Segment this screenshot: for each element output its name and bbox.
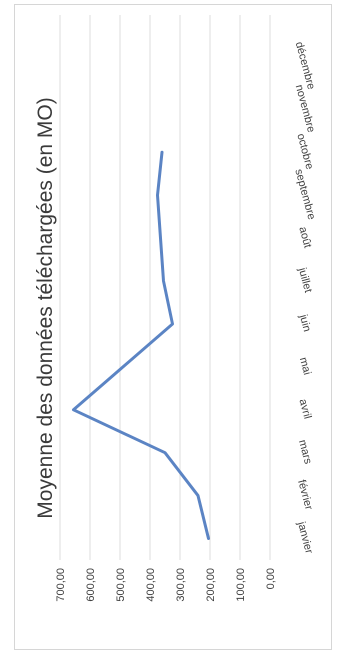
value-tick-label: 500,00 [115,568,127,602]
category-label: mars [296,439,314,466]
category-label: novembre [293,83,317,133]
chart-title: Moyenne des données téléchargées (en MO) [34,97,57,518]
value-tick-label: 200,00 [205,568,217,602]
value-tick-label: 100,00 [235,568,247,602]
series-line [72,150,210,540]
category-label: janvier [295,520,315,556]
value-tick-label: 600,00 [85,568,97,602]
gridlines [59,15,271,560]
category-label: septembre [292,168,317,221]
category-label: décembre [293,41,317,91]
value-tick-label: 400,00 [145,568,157,602]
value-tick-label: 300,00 [175,568,187,602]
category-label: octobre [294,132,315,171]
value-tick-label: 700,00 [55,568,67,602]
category-axis-labels: janvier février mars avril mai juin juillet aoû… [292,41,317,556]
value-axis-tick-labels: 0,00 100,00 200,00 300,00 400,00 500,00 600,00… [55,568,277,602]
category-label: juillet [296,266,314,294]
value-tick-label: 0,00 [265,568,277,589]
category-label: février [295,479,315,512]
category-label: juin [297,312,313,333]
category-label: août [296,225,313,249]
category-label: mai [297,356,313,376]
category-label: avril [296,398,313,421]
chart-frame [14,4,332,650]
